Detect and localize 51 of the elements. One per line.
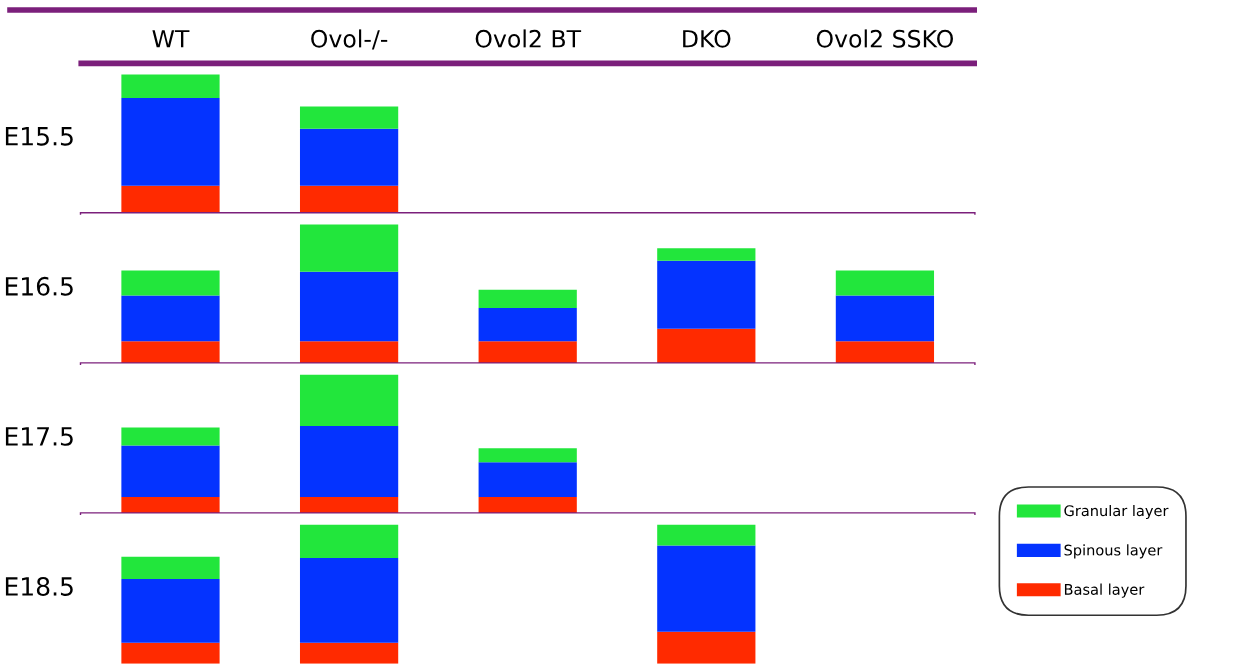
bar: [835, 295, 935, 342]
bar: [121, 270, 220, 296]
x-tick-label: DKO: [683, 29, 731, 48]
bar: [478, 341, 577, 364]
legend-label: Granular layer: [1064, 504, 1169, 520]
bar: [121, 98, 220, 186]
bar: [121, 642, 220, 664]
bar: [657, 260, 756, 329]
y-axis-title: E18.5: [5, 576, 73, 596]
bar: [299, 341, 399, 364]
bar: [299, 271, 399, 342]
bar: [121, 74, 220, 99]
bar: [835, 270, 935, 296]
legend-label: Basal layer: [1064, 583, 1145, 598]
bar: [299, 224, 399, 272]
bar: [657, 545, 756, 632]
bar: [835, 341, 935, 364]
bar: [299, 496, 399, 514]
bar: [121, 295, 220, 342]
bar: [121, 556, 220, 579]
bar: [299, 524, 399, 559]
y-axis-title: E16.5: [5, 276, 73, 296]
bar: [299, 128, 399, 186]
bar: [478, 496, 577, 514]
y-axis-title: E17.5: [5, 427, 73, 446]
bar: [657, 328, 756, 364]
y-axis-title: E15.5: [5, 127, 73, 146]
bar: [121, 427, 220, 446]
bar: [299, 642, 399, 664]
bar: [657, 248, 756, 261]
bar: [657, 631, 756, 664]
bar: [299, 558, 399, 643]
bar: [121, 496, 220, 514]
x-tick-label: Ovol2 BT: [475, 29, 582, 48]
bar: [299, 185, 399, 214]
x-tick-label: Ovol2 SSKO: [816, 29, 953, 48]
x-tick-label: WT: [152, 30, 190, 48]
bar: [299, 106, 399, 129]
legend-label: Spinous layer: [1064, 544, 1163, 559]
bar: [478, 289, 577, 308]
bar: [299, 426, 399, 497]
bar: [478, 448, 577, 463]
bar: [299, 374, 399, 427]
bar: [121, 578, 220, 643]
bar: [121, 185, 220, 214]
bar: [121, 445, 220, 497]
x-tick-label: Ovol-/-: [311, 29, 388, 50]
bar: [478, 307, 577, 342]
bar: [657, 524, 756, 546]
bar: [121, 341, 220, 364]
bar: [478, 462, 577, 497]
